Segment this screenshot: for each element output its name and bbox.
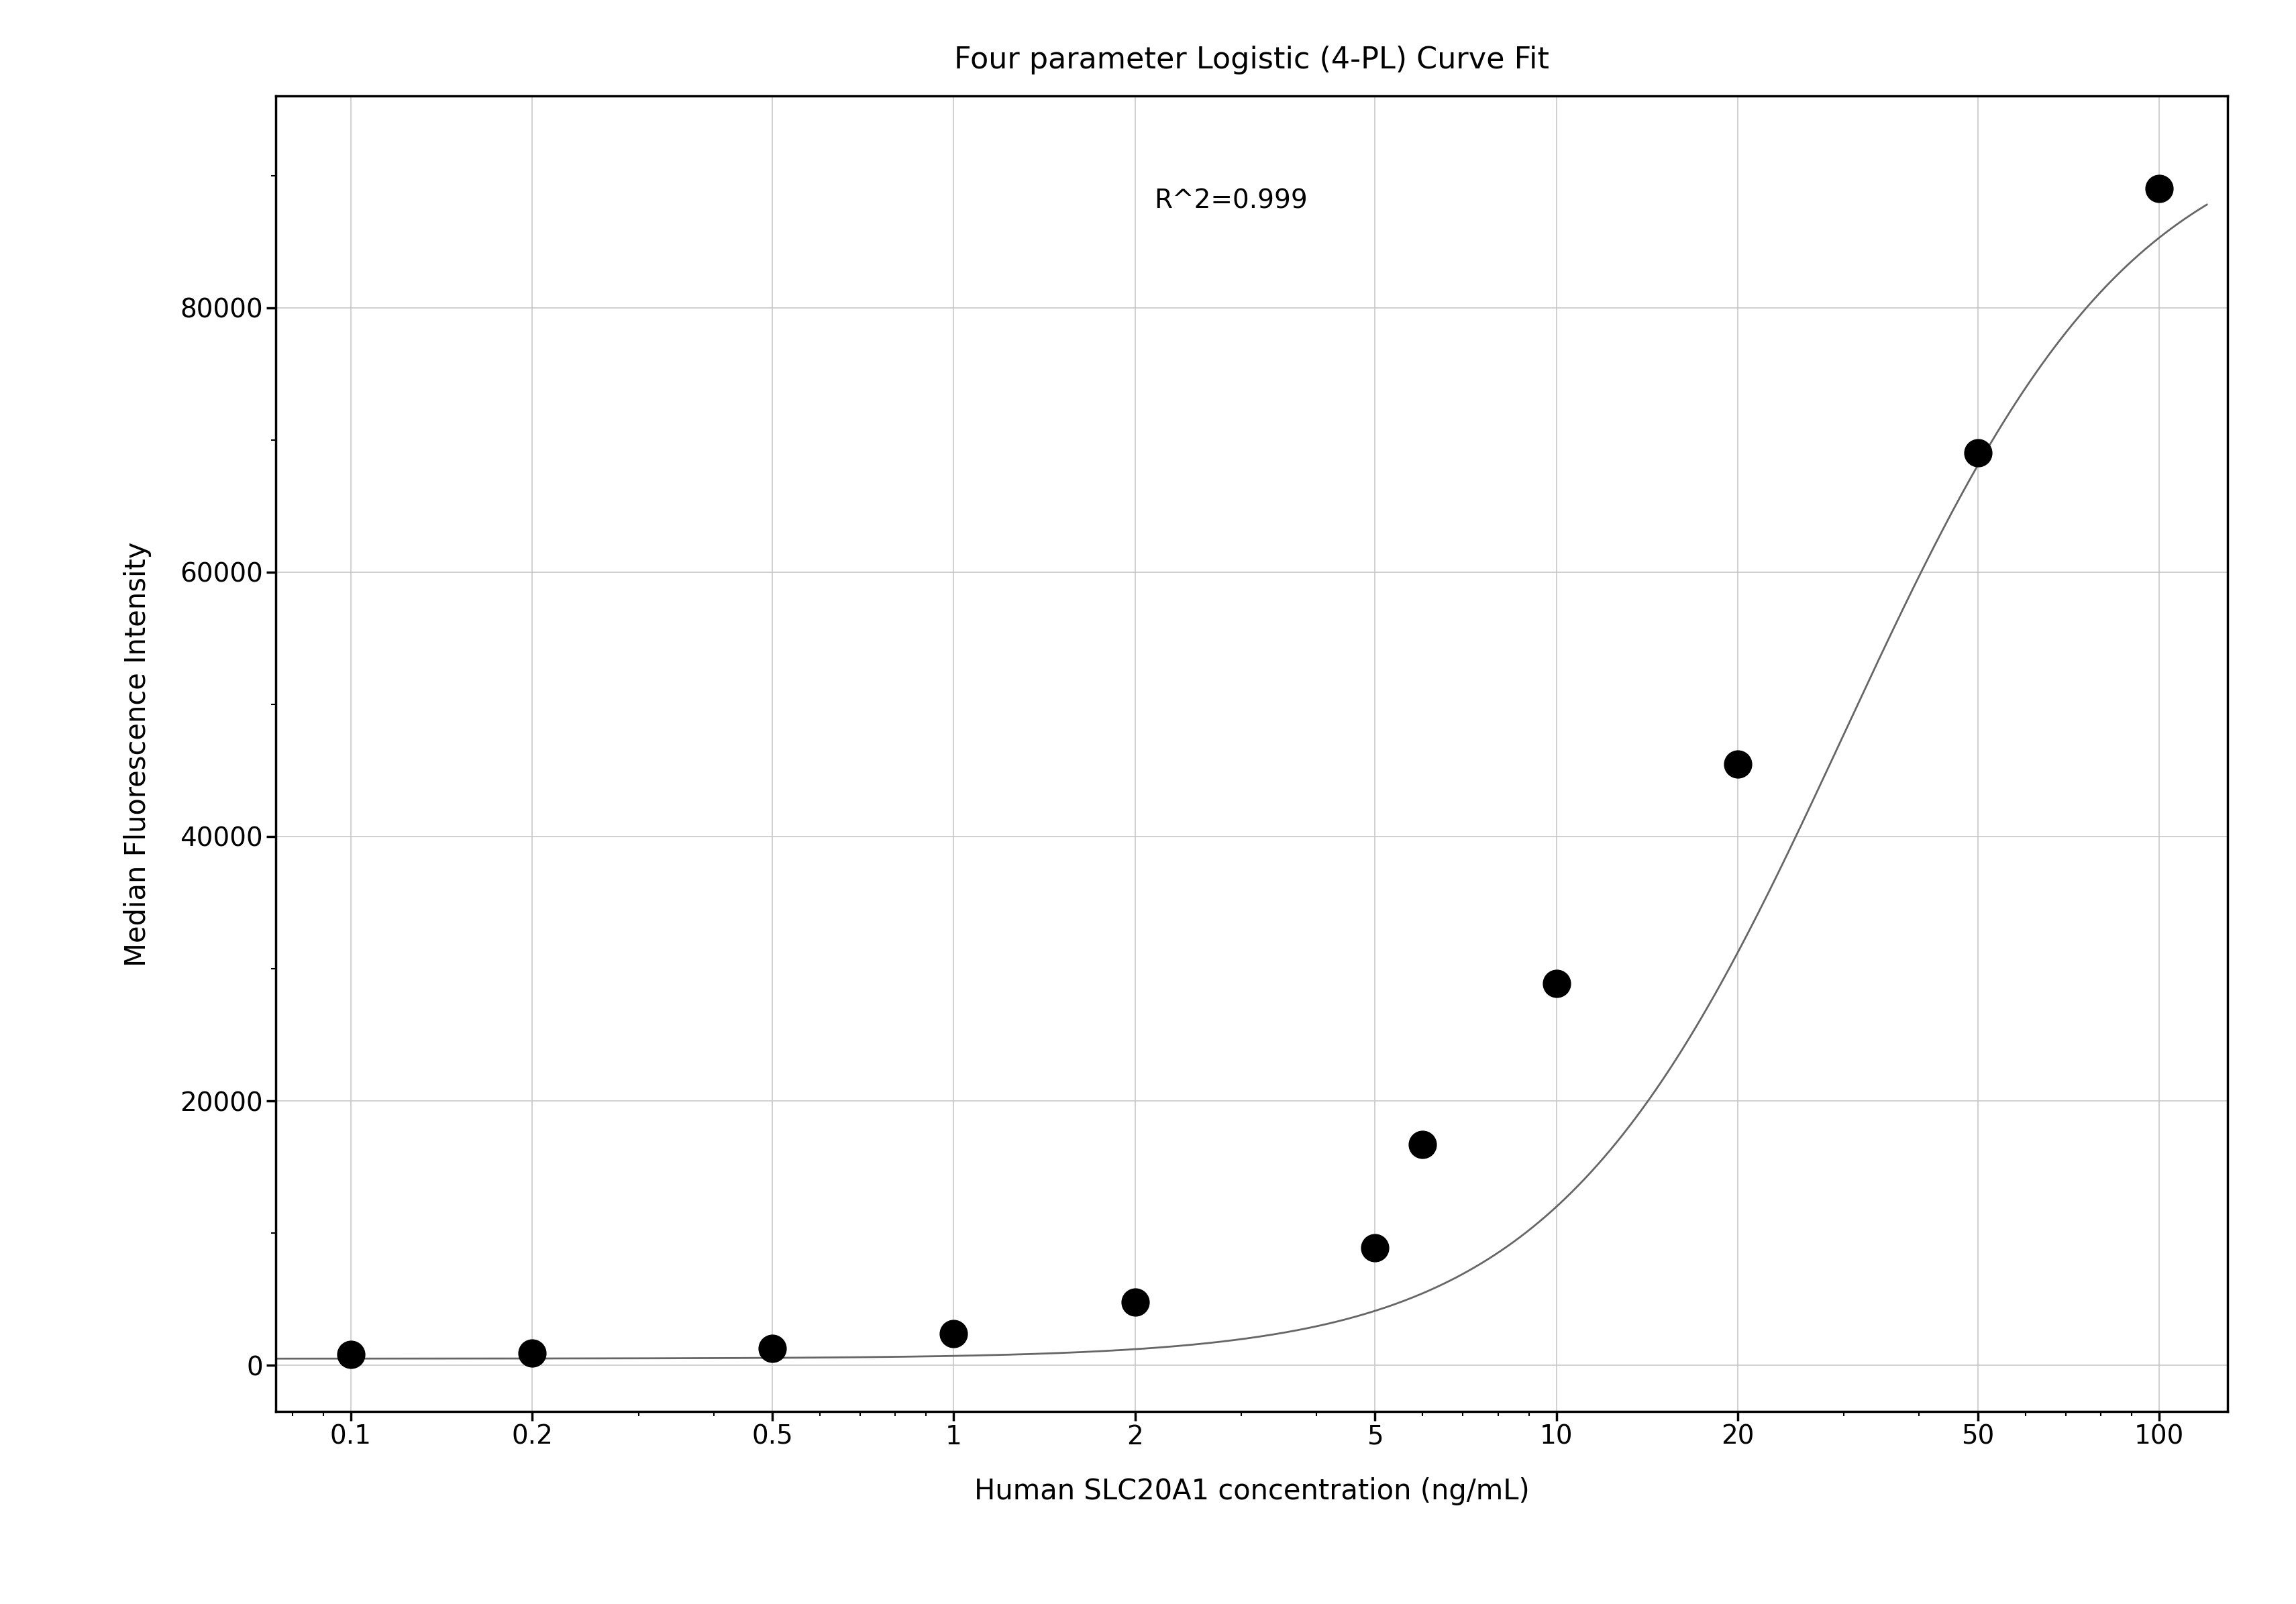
Point xyxy=(1403,1132,1440,1158)
Point xyxy=(753,1336,790,1362)
Point xyxy=(1116,1290,1153,1315)
Point xyxy=(1958,441,1995,467)
Point xyxy=(1357,1235,1394,1261)
Point xyxy=(333,1341,370,1367)
Title: Four parameter Logistic (4-PL) Curve Fit: Four parameter Logistic (4-PL) Curve Fit xyxy=(953,45,1550,74)
Point xyxy=(2140,176,2177,202)
Point xyxy=(934,1320,971,1346)
Text: R^2=0.999: R^2=0.999 xyxy=(1155,188,1306,213)
Point xyxy=(1720,751,1756,776)
Point xyxy=(1538,970,1575,996)
Point xyxy=(514,1341,551,1367)
Y-axis label: Median Fluorescence Intensity: Median Fluorescence Intensity xyxy=(124,542,152,966)
X-axis label: Human SLC20A1 concentration (ng/mL): Human SLC20A1 concentration (ng/mL) xyxy=(974,1477,1529,1506)
